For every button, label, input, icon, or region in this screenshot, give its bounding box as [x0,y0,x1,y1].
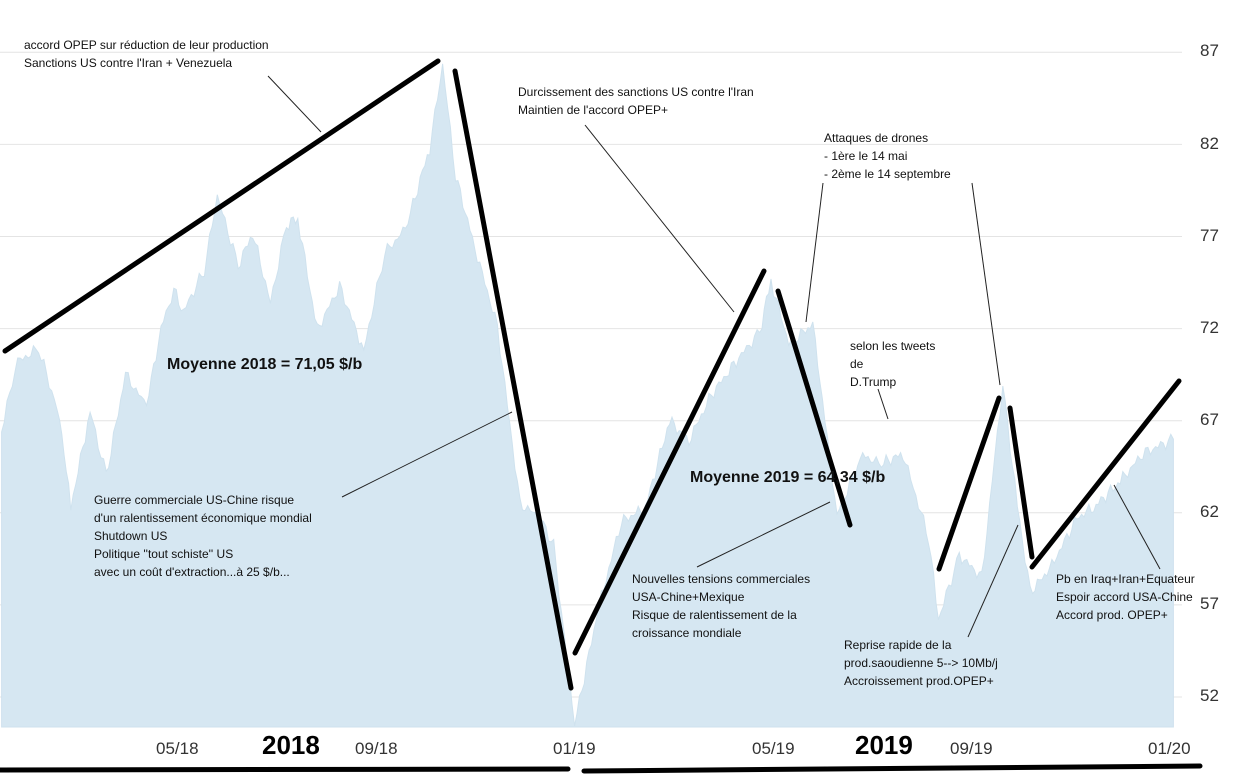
leader-drones-1 [805,182,824,323]
year-underline-2019 [581,763,1203,774]
average-2019: Moyenne 2019 = 64,34 $/b [690,469,886,486]
leader-mid-left [341,411,513,498]
y-tick-67: 67 [1200,410,1219,429]
y-tick-57: 57 [1200,594,1219,613]
trend-line-fall-sept [1007,405,1035,560]
trend-line-fall-2018 [452,68,574,691]
trend-line-rise-2019 [572,268,767,656]
year-label-2018: 2018 [262,730,320,760]
average-2018: Moyenne 2018 = 71,05 $/b [167,356,363,373]
year-underline-2018 [0,766,571,773]
x-tick-01-20: 01/20 [1148,739,1191,758]
annotation-tensions: Nouvelles tensions commerciales USA-Chin… [632,572,811,640]
trend-lines [0,58,1203,774]
price-area [1,63,1174,728]
annotation-right: Pb en Iraq+Iran+Equateur Espoir accord U… [1056,572,1195,622]
annotation-mid-left: Guerre commerciale US-Chine risque d'un … [94,493,312,579]
leader-drones-2 [971,182,1001,386]
leader-tensions [696,501,831,568]
year-label-2019: 2019 [855,730,913,760]
trend-line-fall-2019 [775,288,853,528]
annotation-tweets: selon les tweets de D.Trump [850,339,936,389]
leader-reprise [967,524,1019,638]
x-tick-05-19: 05/19 [752,739,795,758]
x-tick-01-19: 01/19 [553,739,596,758]
trend-line-rise-sept [936,395,1002,572]
annotation-top-left: accord OPEP sur réduction de leur produc… [24,38,269,70]
annotation-reprise: Reprise rapide de la prod.saoudienne 5--… [844,638,998,688]
x-tick-09-18: 09/18 [355,739,398,758]
y-tick-72: 72 [1200,318,1219,337]
leader-top-left [267,75,322,133]
y-tick-77: 77 [1200,226,1219,245]
trend-line-rise-end [1029,378,1182,570]
annotation-top-mid: Durcissement des sanctions US contre l'I… [518,85,754,117]
y-tick-82: 82 [1200,134,1219,153]
x-tick-05-18: 05/18 [156,739,199,758]
leader-top-mid [584,124,735,313]
y-tick-62: 62 [1200,502,1219,521]
y-tick-52: 52 [1200,686,1219,705]
trend-line-rise-2018 [2,58,441,354]
leader-right [1113,484,1161,570]
leader-tweets [877,388,889,420]
y-tick-87: 87 [1200,41,1219,60]
x-tick-09-19: 09/19 [950,739,993,758]
annotation-drones: Attaques de drones - 1ère le 14 mai - 2è… [824,131,951,181]
annotation-leader-lines [267,75,1161,638]
